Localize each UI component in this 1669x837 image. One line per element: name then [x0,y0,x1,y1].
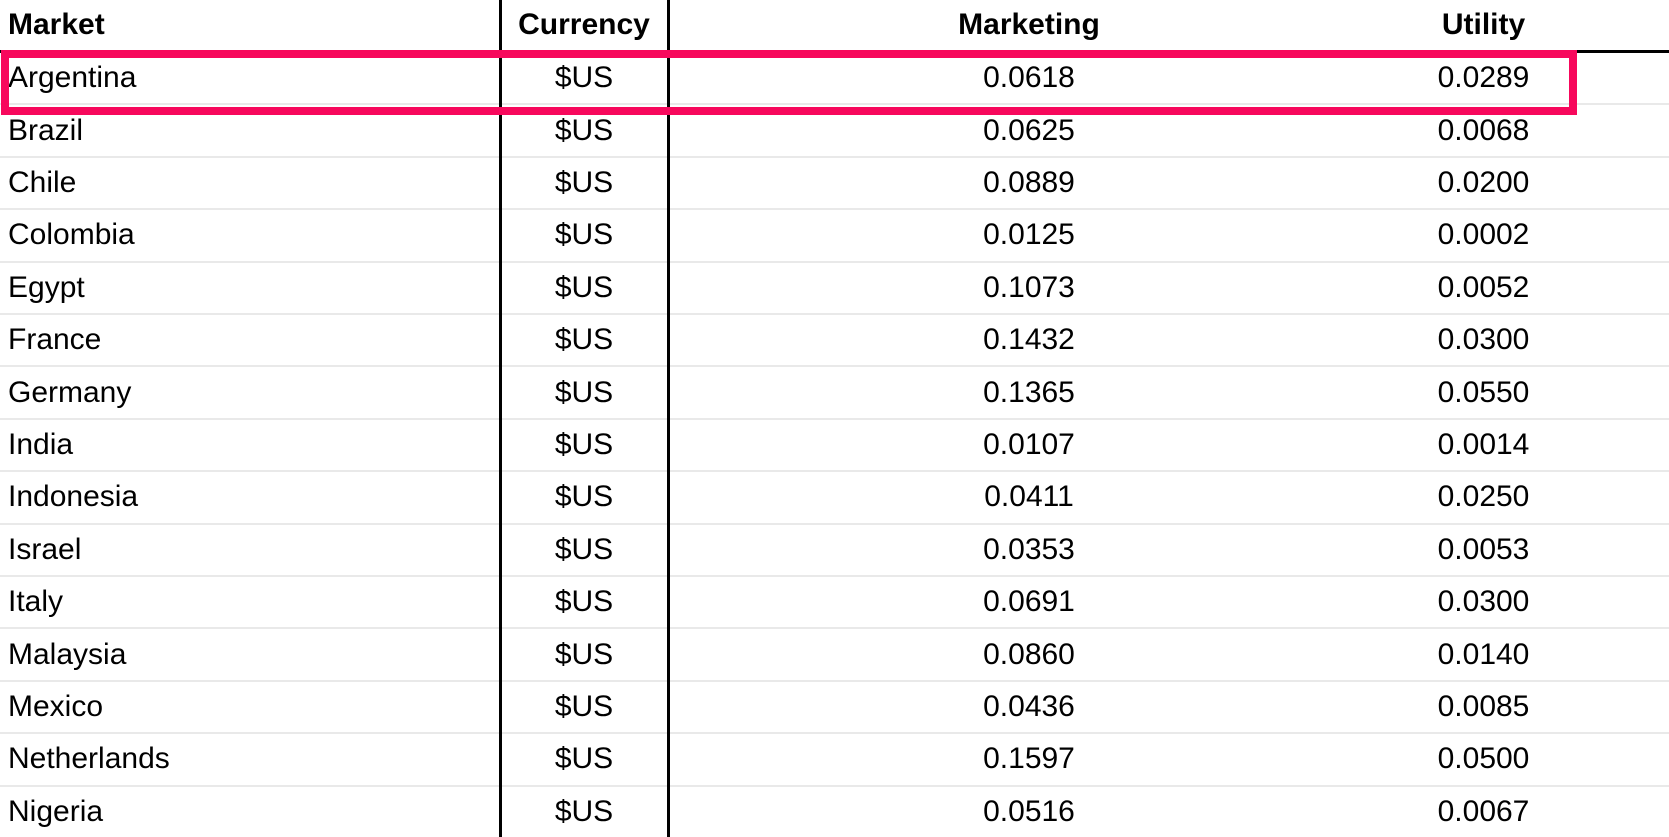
cell-utility[interactable]: 0.0053 [1437,532,1530,566]
table-row-mexico: Mexico $US 0.0436 0.0085 [0,679,1669,732]
cell-currency[interactable]: $US [554,270,614,304]
cell-currency[interactable]: $US [554,323,614,357]
table-row-germany: Germany $US 0.1365 0.0550 [0,365,1669,417]
table-row-france: France $US 0.1432 0.0300 [0,313,1669,365]
cell-utility[interactable]: 0.0300 [1437,323,1530,357]
cell-utility[interactable]: 0.0500 [1437,742,1530,776]
table-row-malaysia: Malaysia $US 0.0860 0.0140 [0,627,1669,679]
cell-market[interactable]: Nigeria [8,794,104,828]
cell-market[interactable]: Netherlands [8,742,170,776]
cell-currency[interactable]: $US [554,375,614,409]
cell-marketing[interactable]: 0.0436 [983,690,1075,724]
cell-currency[interactable]: $US [554,637,614,671]
cell-empty [1577,158,1669,208]
cell-marketing[interactable]: 0.0860 [983,637,1075,671]
cell-market[interactable]: Malaysia [8,637,127,671]
header-currency[interactable]: Currency [518,8,650,41]
cell-empty [1577,682,1669,732]
cell-marketing[interactable]: 0.0516 [983,794,1075,828]
table-body: Argentina $US 0.0618 0.0289 Brazil $US 0… [0,53,1669,837]
cell-market[interactable]: Brazil [8,113,84,147]
cell-currency[interactable]: $US [554,794,614,828]
cell-currency[interactable]: $US [554,166,614,200]
cell-empty [1577,787,1669,837]
table-row-chile: Chile $US 0.0889 0.0200 [0,155,1669,208]
header-utility[interactable]: Utility [1441,8,1526,41]
cell-empty [1577,629,1669,679]
cell-marketing[interactable]: 0.1597 [983,742,1075,776]
table-row-egypt: Egypt $US 0.1073 0.0052 [0,260,1669,313]
cell-market[interactable]: Argentina [8,61,137,95]
cell-marketing[interactable]: 0.0353 [983,532,1075,566]
cell-utility[interactable]: 0.0068 [1437,113,1530,147]
cell-market[interactable]: Chile [8,166,77,200]
table-header-row: Market Currency Marketing Utility [0,0,1669,53]
cell-empty [1577,315,1669,365]
cell-market[interactable]: Germany [8,375,132,409]
table-row-israel: Israel $US 0.0353 0.0053 [0,522,1669,575]
cell-empty [1577,472,1669,522]
table-row-colombia: Colombia $US 0.0125 0.0002 [0,208,1669,260]
cell-currency[interactable]: $US [554,585,614,619]
cell-utility[interactable]: 0.0550 [1437,375,1530,409]
cell-marketing[interactable]: 0.0107 [983,428,1075,462]
cell-marketing[interactable]: 0.1073 [983,270,1075,304]
cell-currency[interactable]: $US [554,532,614,566]
cell-utility[interactable]: 0.0140 [1437,637,1530,671]
cell-empty [1577,105,1669,155]
cell-marketing[interactable]: 0.0691 [983,585,1075,619]
cell-market[interactable]: France [8,323,102,357]
cell-utility[interactable]: 0.0014 [1437,428,1530,462]
cell-marketing[interactable]: 0.0125 [983,218,1075,252]
cell-empty [1577,53,1669,103]
cell-empty [1577,525,1669,575]
cell-empty [1577,420,1669,470]
cell-marketing[interactable]: 0.0625 [983,113,1075,147]
cell-utility[interactable]: 0.0289 [1437,61,1530,95]
cell-market[interactable]: Israel [8,532,82,566]
cell-market[interactable]: India [8,428,74,462]
cell-market[interactable]: Mexico [8,690,104,724]
header-marketing[interactable]: Marketing [958,8,1100,41]
cell-empty [1577,263,1669,313]
cell-empty [1577,734,1669,784]
table-row-netherlands: Netherlands $US 0.1597 0.0500 [0,732,1669,784]
cell-utility[interactable]: 0.0002 [1437,218,1530,252]
cell-utility[interactable]: 0.0250 [1437,480,1530,514]
table-row-argentina: Argentina $US 0.0618 0.0289 [0,53,1669,103]
cell-marketing[interactable]: 0.1365 [983,375,1075,409]
cell-empty [1577,577,1669,627]
cell-currency[interactable]: $US [554,113,614,147]
cell-currency[interactable]: $US [554,742,614,776]
table-row-brazil: Brazil $US 0.0625 0.0068 [0,103,1669,155]
cell-currency[interactable]: $US [554,428,614,462]
cell-utility[interactable]: 0.0300 [1437,585,1530,619]
table-row-indonesia: Indonesia $US 0.0411 0.0250 [0,470,1669,522]
cell-utility[interactable]: 0.0067 [1437,794,1530,828]
cell-currency[interactable]: $US [554,61,614,95]
cell-utility[interactable]: 0.0052 [1437,270,1530,304]
cell-marketing[interactable]: 0.0889 [983,166,1075,200]
cell-marketing[interactable]: 0.0411 [984,480,1074,514]
cell-market[interactable]: Indonesia [8,480,139,514]
cell-empty [1577,210,1669,260]
cell-market[interactable]: Colombia [8,218,135,252]
cell-market[interactable]: Egypt [8,270,85,304]
cell-currency[interactable]: $US [554,218,614,252]
header-empty [1577,0,1669,50]
table-row-nigeria: Nigeria $US 0.0516 0.0067 [0,784,1669,837]
table-row-italy: Italy $US 0.0691 0.0300 [0,575,1669,627]
cell-marketing[interactable]: 0.0618 [983,61,1075,95]
cell-utility[interactable]: 0.0200 [1437,166,1530,200]
cell-marketing[interactable]: 0.1432 [983,323,1075,357]
cell-utility[interactable]: 0.0085 [1437,690,1530,724]
cell-currency[interactable]: $US [554,480,614,514]
header-market[interactable]: Market [8,8,105,41]
cell-empty [1577,367,1669,417]
cell-market[interactable]: Italy [8,585,64,619]
cell-currency[interactable]: $US [554,690,614,724]
table-row-india: India $US 0.0107 0.0014 [0,417,1669,470]
